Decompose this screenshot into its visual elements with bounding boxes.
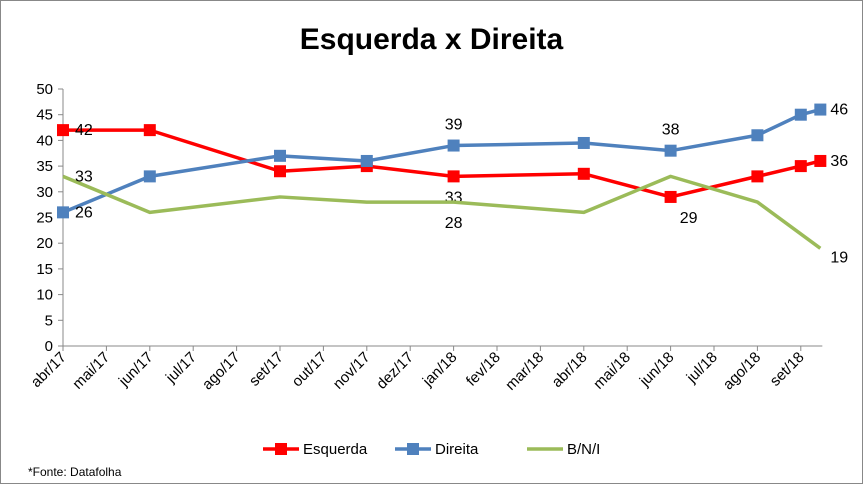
x-tick-label: jun/17 (115, 349, 157, 391)
legend-marker (275, 443, 287, 455)
x-tick-label: mai/17 (69, 349, 113, 393)
x-tick-label: ago/18 (720, 349, 764, 393)
data-label: 36 (830, 153, 848, 170)
data-label: 26 (75, 204, 93, 221)
data-point (577, 136, 590, 149)
data-point (143, 170, 156, 183)
data-label: 19 (830, 249, 848, 266)
data-point (360, 154, 373, 167)
data-point (57, 206, 69, 219)
y-tick-label: 35 (36, 158, 53, 175)
x-tick-label: mar/18 (502, 349, 547, 394)
x-tick-label: jun/18 (636, 349, 678, 391)
data-point (57, 124, 69, 137)
data-label: 46 (830, 102, 848, 119)
series-line-Direita (62, 107, 821, 214)
data-label: 38 (662, 122, 680, 139)
legend-label: B/N/I (567, 441, 600, 458)
x-tick-label: out/17 (289, 349, 331, 391)
x-tick-label: jul/17 (162, 349, 200, 387)
x-tick-label: jan/18 (419, 349, 461, 391)
y-tick-label: 20 (36, 235, 53, 252)
data-point (664, 190, 677, 203)
series-line-Esquerda (63, 128, 821, 199)
data-label: 39 (445, 117, 463, 134)
x-tick-label: fev/18 (463, 349, 504, 390)
data-label: 28 (445, 215, 463, 232)
x-tick-label: set/17 (246, 349, 287, 390)
x-tick-label: dez/17 (373, 349, 417, 393)
x-tick-label: mai/18 (590, 349, 634, 393)
y-tick-label: 50 (36, 81, 53, 98)
data-label: 33 (75, 168, 93, 185)
y-tick-label: 5 (45, 312, 53, 329)
legend-marker (407, 443, 419, 455)
x-tick-label: abr/17 (28, 349, 70, 391)
data-point (447, 170, 460, 183)
y-tick-label: 25 (36, 210, 53, 227)
data-point (794, 108, 807, 121)
x-tick-label: set/18 (767, 349, 808, 390)
data-label: 42 (75, 122, 93, 139)
y-tick-label: 45 (36, 107, 53, 124)
chart-title: Esquerda x Direita (299, 23, 564, 56)
x-tick-label: abr/18 (549, 349, 591, 391)
legend-label: Direita (435, 441, 479, 458)
data-point (143, 124, 156, 137)
legend-label: Esquerda (303, 441, 368, 458)
x-tick-label: ago/17 (199, 349, 243, 393)
data-point (751, 170, 764, 183)
data-point (664, 144, 677, 157)
series-line-B/N/I (62, 174, 822, 250)
data-point (447, 139, 460, 152)
source-note: *Fonte: Datafolha (28, 465, 122, 479)
data-point (751, 129, 764, 142)
data-point (274, 165, 286, 178)
y-tick-label: 10 (36, 287, 53, 304)
data-point (814, 103, 827, 116)
data-point (794, 160, 807, 173)
data-point (577, 167, 590, 180)
y-tick-label: 30 (36, 184, 53, 201)
data-point (814, 154, 827, 167)
data-point (274, 149, 286, 162)
x-tick-label: nov/17 (330, 349, 374, 393)
y-tick-label: 15 (36, 261, 53, 278)
x-tick-label: jul/18 (683, 349, 721, 387)
y-tick-label: 40 (36, 132, 53, 149)
data-label: 29 (680, 210, 698, 227)
y-tick-label: 0 (45, 338, 53, 355)
